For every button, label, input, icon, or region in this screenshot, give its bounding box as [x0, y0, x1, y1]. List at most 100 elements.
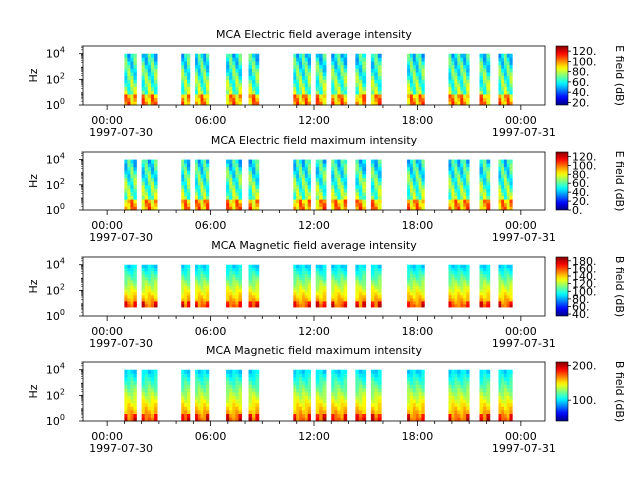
heatmap-cell — [154, 288, 158, 293]
heatmap-cell — [466, 273, 470, 278]
heatmap-cell — [206, 391, 210, 396]
heatmap-cell — [466, 68, 470, 73]
y-axis-label: Hz — [27, 68, 40, 82]
heatmap-cell — [203, 380, 207, 385]
heatmap-cell — [509, 79, 513, 84]
heatmap-cell — [479, 188, 484, 193]
heatmap-cell — [415, 159, 419, 164]
heatmap-cell — [206, 184, 210, 189]
heatmap-cell — [307, 86, 311, 91]
heatmap-cell — [415, 64, 419, 69]
heatmap-cell — [226, 86, 230, 91]
heatmap-cell — [501, 282, 505, 287]
heatmap-cell — [235, 97, 239, 102]
heatmap-cell — [362, 380, 367, 385]
heatmap-cell — [377, 177, 382, 182]
heatmap-cell — [448, 395, 452, 400]
heatmap-cell — [200, 384, 204, 389]
heatmap-cell — [412, 413, 417, 418]
heatmap-cell — [195, 417, 199, 422]
heatmap-cell — [195, 83, 199, 88]
heatmap-cell — [506, 294, 510, 299]
heatmap-cell — [181, 388, 185, 393]
heatmap-cell — [301, 369, 306, 374]
heatmap-cell — [409, 297, 414, 302]
heatmap-cell — [482, 195, 487, 200]
heatmap-cell — [229, 202, 233, 207]
heatmap-cell — [362, 72, 367, 77]
heatmap-cell — [154, 184, 158, 189]
heatmap-cell — [479, 285, 484, 290]
heatmap-cell — [315, 304, 320, 308]
heatmap-cell — [184, 300, 188, 305]
heatmap-cell — [144, 199, 149, 204]
heatmap-cell — [232, 384, 236, 389]
heatmap-cell — [251, 413, 256, 418]
heatmap-cell — [409, 64, 414, 69]
heatmap-cell — [460, 192, 464, 196]
heatmap-cell — [229, 57, 233, 62]
heatmap-cell — [127, 377, 131, 382]
heatmap-cell — [374, 159, 379, 164]
heatmap-cell — [133, 101, 137, 106]
heatmap-cell — [460, 57, 464, 62]
heatmap-cell — [181, 199, 185, 204]
heatmap-cell — [374, 72, 379, 77]
heatmap-cell — [506, 279, 510, 284]
heatmap-cell — [147, 276, 152, 281]
heatmap-cell — [235, 395, 239, 400]
heatmap-cell — [334, 159, 338, 164]
heatmap-cell — [238, 391, 242, 396]
heatmap-cell — [418, 170, 422, 175]
heatmap-cell — [299, 384, 303, 389]
heatmap-cell — [147, 166, 152, 171]
heatmap-cell — [457, 270, 461, 275]
heatmap-cell — [301, 202, 306, 207]
heatmap-cell — [409, 177, 414, 182]
heatmap-cell — [206, 206, 210, 211]
heatmap-cell — [498, 86, 502, 91]
heatmap-cell — [127, 90, 131, 95]
heatmap-cell — [203, 79, 207, 84]
heatmap-cell — [235, 72, 239, 77]
heatmap-cell — [334, 170, 338, 175]
heatmap-cell — [232, 177, 236, 182]
heatmap-cell — [448, 90, 452, 95]
heatmap-cell — [150, 413, 155, 418]
heatmap-cell — [147, 64, 152, 69]
heatmap-cell — [418, 173, 422, 178]
heatmap-cell — [235, 163, 239, 168]
heatmap-cell — [235, 170, 239, 175]
heatmap-cell — [501, 206, 505, 211]
heatmap-cell — [355, 380, 360, 385]
heatmap-cell — [197, 101, 201, 106]
heatmap-cell — [154, 399, 158, 404]
heatmap-cell — [296, 101, 300, 106]
heatmap-cell — [343, 72, 348, 77]
heatmap-cell — [322, 410, 327, 415]
heatmap-cell — [482, 291, 487, 296]
colorbar-tick-label: 100. — [572, 159, 597, 172]
heatmap-cell — [144, 304, 149, 308]
heatmap-cell — [200, 75, 204, 80]
heatmap-cell — [421, 68, 425, 73]
heatmap-cell — [421, 61, 425, 66]
heatmap-cell — [370, 413, 375, 418]
heatmap-cell — [486, 384, 491, 389]
heatmap-cell — [226, 297, 230, 302]
heatmap-cell — [486, 410, 491, 415]
heatmap-cell — [200, 304, 204, 308]
heatmap-cell — [355, 184, 360, 189]
heatmap-cell — [412, 410, 417, 415]
heatmap-cell — [147, 297, 152, 302]
y-tick-label: 102 — [46, 387, 65, 402]
heatmap-cell — [127, 291, 131, 296]
heatmap-cell — [374, 279, 379, 284]
heatmap-cell — [127, 86, 131, 91]
heatmap-cell — [322, 166, 327, 171]
heatmap-cell — [130, 79, 134, 84]
heatmap-cell — [322, 417, 327, 422]
heatmap-cell — [255, 101, 260, 106]
heatmap-cell — [315, 53, 320, 58]
heatmap-cell — [232, 61, 236, 66]
